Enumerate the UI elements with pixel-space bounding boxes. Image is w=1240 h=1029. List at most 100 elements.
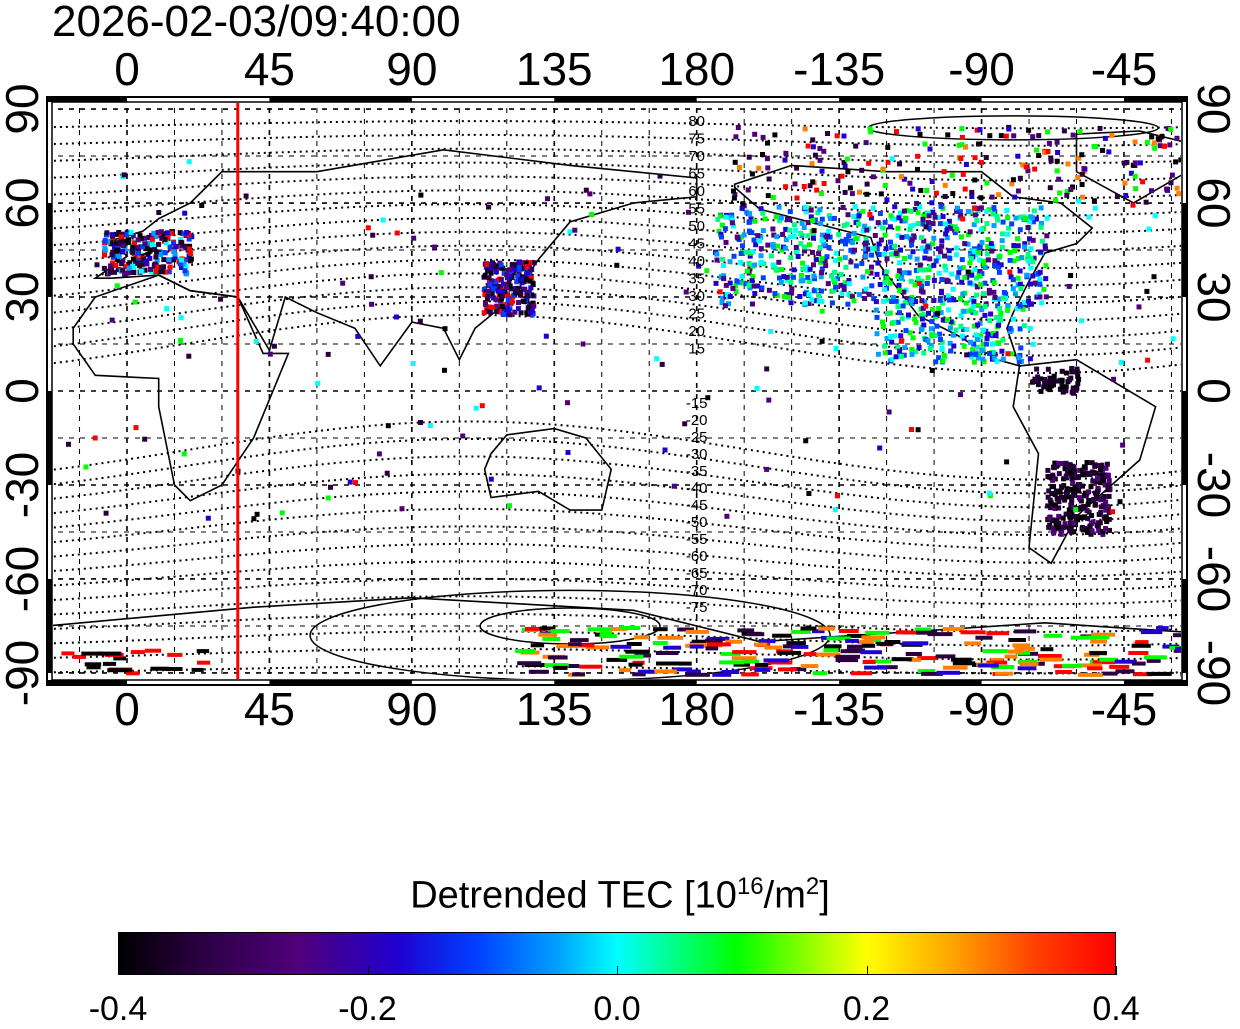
tec-data-pixel bbox=[1151, 140, 1157, 146]
tec-data-pixel bbox=[1017, 281, 1023, 287]
tec-data-pixel bbox=[997, 314, 1003, 320]
tec-data-pixel bbox=[720, 256, 726, 262]
tec-data-pixel bbox=[891, 657, 912, 662]
tec-data-pixel bbox=[788, 255, 794, 261]
tec-data-pixel bbox=[1012, 248, 1018, 254]
tec-data-pixel bbox=[747, 266, 753, 272]
tec-data-pixel bbox=[1064, 470, 1070, 476]
tec-data-pixel bbox=[976, 351, 982, 357]
tec-data-pixel bbox=[1107, 527, 1112, 533]
tec-data-pixel bbox=[941, 169, 947, 175]
tec-data-pixel bbox=[732, 650, 757, 655]
tec-data-pixel bbox=[519, 276, 525, 282]
tec-data-pixel bbox=[1032, 166, 1038, 172]
tec-data-pixel bbox=[933, 359, 939, 365]
tec-data-pixel bbox=[923, 248, 929, 254]
tec-data-pixel bbox=[763, 658, 789, 663]
tec-data-pixel bbox=[847, 185, 853, 191]
tec-data-pixel bbox=[1068, 273, 1074, 278]
tec-data-pixel bbox=[998, 310, 1004, 316]
tec-data-pixel bbox=[1106, 509, 1112, 515]
tec-data-pixel bbox=[1038, 249, 1043, 255]
tec-data-pixel bbox=[1085, 501, 1091, 507]
tec-data-pixel bbox=[931, 262, 937, 268]
tec-data-pixel bbox=[380, 217, 386, 223]
tec-data-pixel bbox=[507, 267, 513, 273]
tec-data-pixel bbox=[918, 187, 924, 193]
tec-data-pixel bbox=[990, 211, 996, 217]
tec-data-pixel bbox=[1152, 145, 1158, 151]
tec-data-pixel bbox=[953, 327, 959, 333]
tec-data-pixel bbox=[925, 210, 931, 216]
tec-data-pixel bbox=[760, 210, 766, 216]
tec-data-pixel bbox=[896, 282, 902, 288]
tec-data-pixel bbox=[102, 252, 107, 258]
tec-data-pixel bbox=[1100, 147, 1105, 153]
tec-data-pixel bbox=[1067, 528, 1073, 534]
tec-data-pixel bbox=[841, 286, 847, 292]
tec-data-pixel bbox=[1070, 480, 1076, 486]
tec-data-pixel bbox=[860, 208, 866, 214]
tec-data-pixel bbox=[811, 288, 817, 294]
tec-data-pixel bbox=[946, 218, 952, 224]
tec-data-pixel bbox=[119, 261, 125, 267]
tec-data-pixel bbox=[806, 279, 812, 284]
tec-data-pixel bbox=[821, 148, 827, 154]
tec-data-pixel bbox=[985, 237, 991, 242]
tec-data-pixel bbox=[942, 182, 948, 188]
tec-data-pixel bbox=[967, 351, 973, 357]
tec-data-pixel bbox=[1022, 244, 1027, 250]
tec-data-pixel bbox=[1075, 175, 1081, 180]
tec-data-pixel bbox=[995, 303, 1001, 309]
tec-data-pixel bbox=[1149, 188, 1154, 194]
tec-data-pixel bbox=[962, 241, 968, 247]
tec-data-pixel bbox=[937, 331, 942, 337]
tec-data-pixel bbox=[818, 191, 824, 196]
tec-data-pixel bbox=[961, 308, 967, 314]
tec-data-pixel bbox=[991, 280, 997, 286]
tec-data-pixel bbox=[986, 631, 1010, 636]
tec-data-pixel bbox=[941, 352, 947, 358]
tec-data-pixel bbox=[1080, 483, 1085, 489]
tec-data-pixel bbox=[770, 195, 776, 200]
tec-data-pixel bbox=[130, 263, 136, 269]
tec-data-pixel bbox=[172, 251, 178, 257]
tec-data-pixel bbox=[196, 649, 210, 654]
tec-data-pixel bbox=[800, 664, 819, 669]
tec-data-pixel bbox=[1102, 135, 1108, 141]
tec-data-pixel bbox=[1036, 153, 1042, 158]
tec-data-pixel bbox=[889, 299, 895, 304]
magnetic-latitude-contour bbox=[53, 438, 1181, 495]
tec-data-pixel bbox=[775, 243, 780, 249]
lon-tick-top: -90 bbox=[948, 43, 1015, 95]
tec-data-pixel bbox=[659, 361, 665, 367]
tec-data-pixel bbox=[986, 290, 992, 296]
tec-data-pixel bbox=[506, 311, 512, 317]
tec-data-pixel bbox=[1037, 281, 1043, 287]
tec-data-pixel bbox=[509, 275, 515, 280]
tec-data-pixel bbox=[940, 358, 946, 363]
tec-data-pixel bbox=[523, 277, 529, 283]
tec-data-pixel bbox=[614, 262, 620, 268]
tec-data-pixel bbox=[979, 240, 985, 246]
tec-data-pixel bbox=[1028, 301, 1034, 307]
tec-data-pixel bbox=[580, 341, 586, 347]
tec-data-pixel bbox=[740, 243, 745, 249]
tec-data-pixel bbox=[850, 671, 873, 676]
tec-data-pixel bbox=[493, 269, 499, 275]
tec-data-pixel bbox=[1016, 359, 1022, 365]
tec-data-pixel bbox=[720, 651, 741, 656]
tec-data-pixel bbox=[1140, 630, 1163, 635]
colorbar-title-unit: /m bbox=[763, 874, 806, 917]
tec-data-pixel bbox=[974, 218, 980, 224]
tec-data-pixel bbox=[159, 235, 165, 241]
tec-data-pixel bbox=[1018, 214, 1024, 220]
tec-data-pixel bbox=[84, 662, 102, 667]
tec-data-pixel bbox=[764, 156, 770, 162]
tec-data-pixel bbox=[182, 210, 188, 216]
tec-data-pixel bbox=[803, 209, 809, 215]
tec-data-pixel bbox=[853, 143, 859, 149]
tec-data-pixel bbox=[871, 296, 877, 302]
tec-data-pixel bbox=[1131, 643, 1151, 648]
tec-data-pixel bbox=[783, 226, 789, 232]
